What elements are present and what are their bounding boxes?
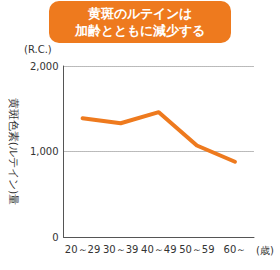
svg-text:加齢とともに減少する: 加齢とともに減少する bbox=[74, 23, 205, 38]
svg-text:(歳): (歳) bbox=[256, 245, 274, 256]
svg-text:0: 0 bbox=[52, 232, 58, 243]
svg-text:2,000: 2,000 bbox=[30, 61, 59, 72]
svg-text:20～29: 20～29 bbox=[65, 244, 100, 255]
svg-text:30～39: 30～39 bbox=[103, 244, 138, 255]
svg-text:黄斑のルテインは: 黄斑のルテインは bbox=[87, 6, 192, 21]
svg-text:50～59: 50～59 bbox=[179, 244, 214, 255]
svg-text:黄斑色素(ルテイン)量: 黄斑色素(ルテイン)量 bbox=[7, 98, 20, 206]
svg-text:40～49: 40～49 bbox=[141, 244, 176, 255]
svg-text:(R.C.): (R.C.) bbox=[24, 44, 52, 55]
svg-text:1,000: 1,000 bbox=[30, 146, 59, 157]
svg-text:60～: 60～ bbox=[224, 244, 247, 255]
